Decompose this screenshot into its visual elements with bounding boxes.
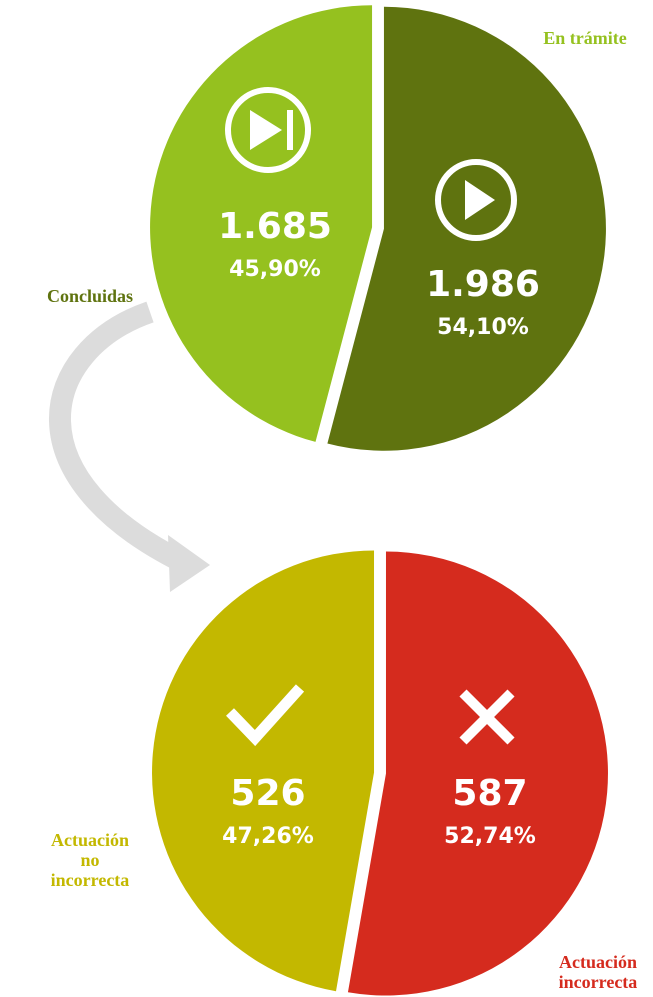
category-label: Actuación incorrecta [558, 952, 638, 992]
arrow [49, 301, 200, 578]
value-label: 45,90% [229, 257, 321, 282]
value-label: 54,10% [437, 315, 529, 340]
category-label: Concluidas [46, 286, 134, 306]
icon-cross [459, 689, 515, 745]
pie-slice [152, 550, 375, 992]
pie-slice [347, 551, 608, 996]
icon-check [226, 684, 305, 747]
category-label: Actuación no incorrecta [50, 830, 130, 890]
icon-play [435, 159, 517, 241]
count-label: 1.986 [426, 264, 540, 305]
count-label: 587 [452, 773, 527, 814]
pies: 1.685 45,90% 1.986 54,10% 526 47,26% 587 52,74% [150, 5, 608, 996]
category-label: En trámite [543, 28, 627, 48]
icon-skip [225, 87, 311, 173]
pie-slice [327, 6, 606, 451]
value-label: 47,26% [222, 824, 314, 849]
count-label: 526 [230, 773, 305, 814]
pie-slice [150, 5, 373, 442]
arrow-head [168, 535, 210, 592]
count-label: 1.685 [218, 206, 332, 247]
value-label: 52,74% [444, 824, 536, 849]
